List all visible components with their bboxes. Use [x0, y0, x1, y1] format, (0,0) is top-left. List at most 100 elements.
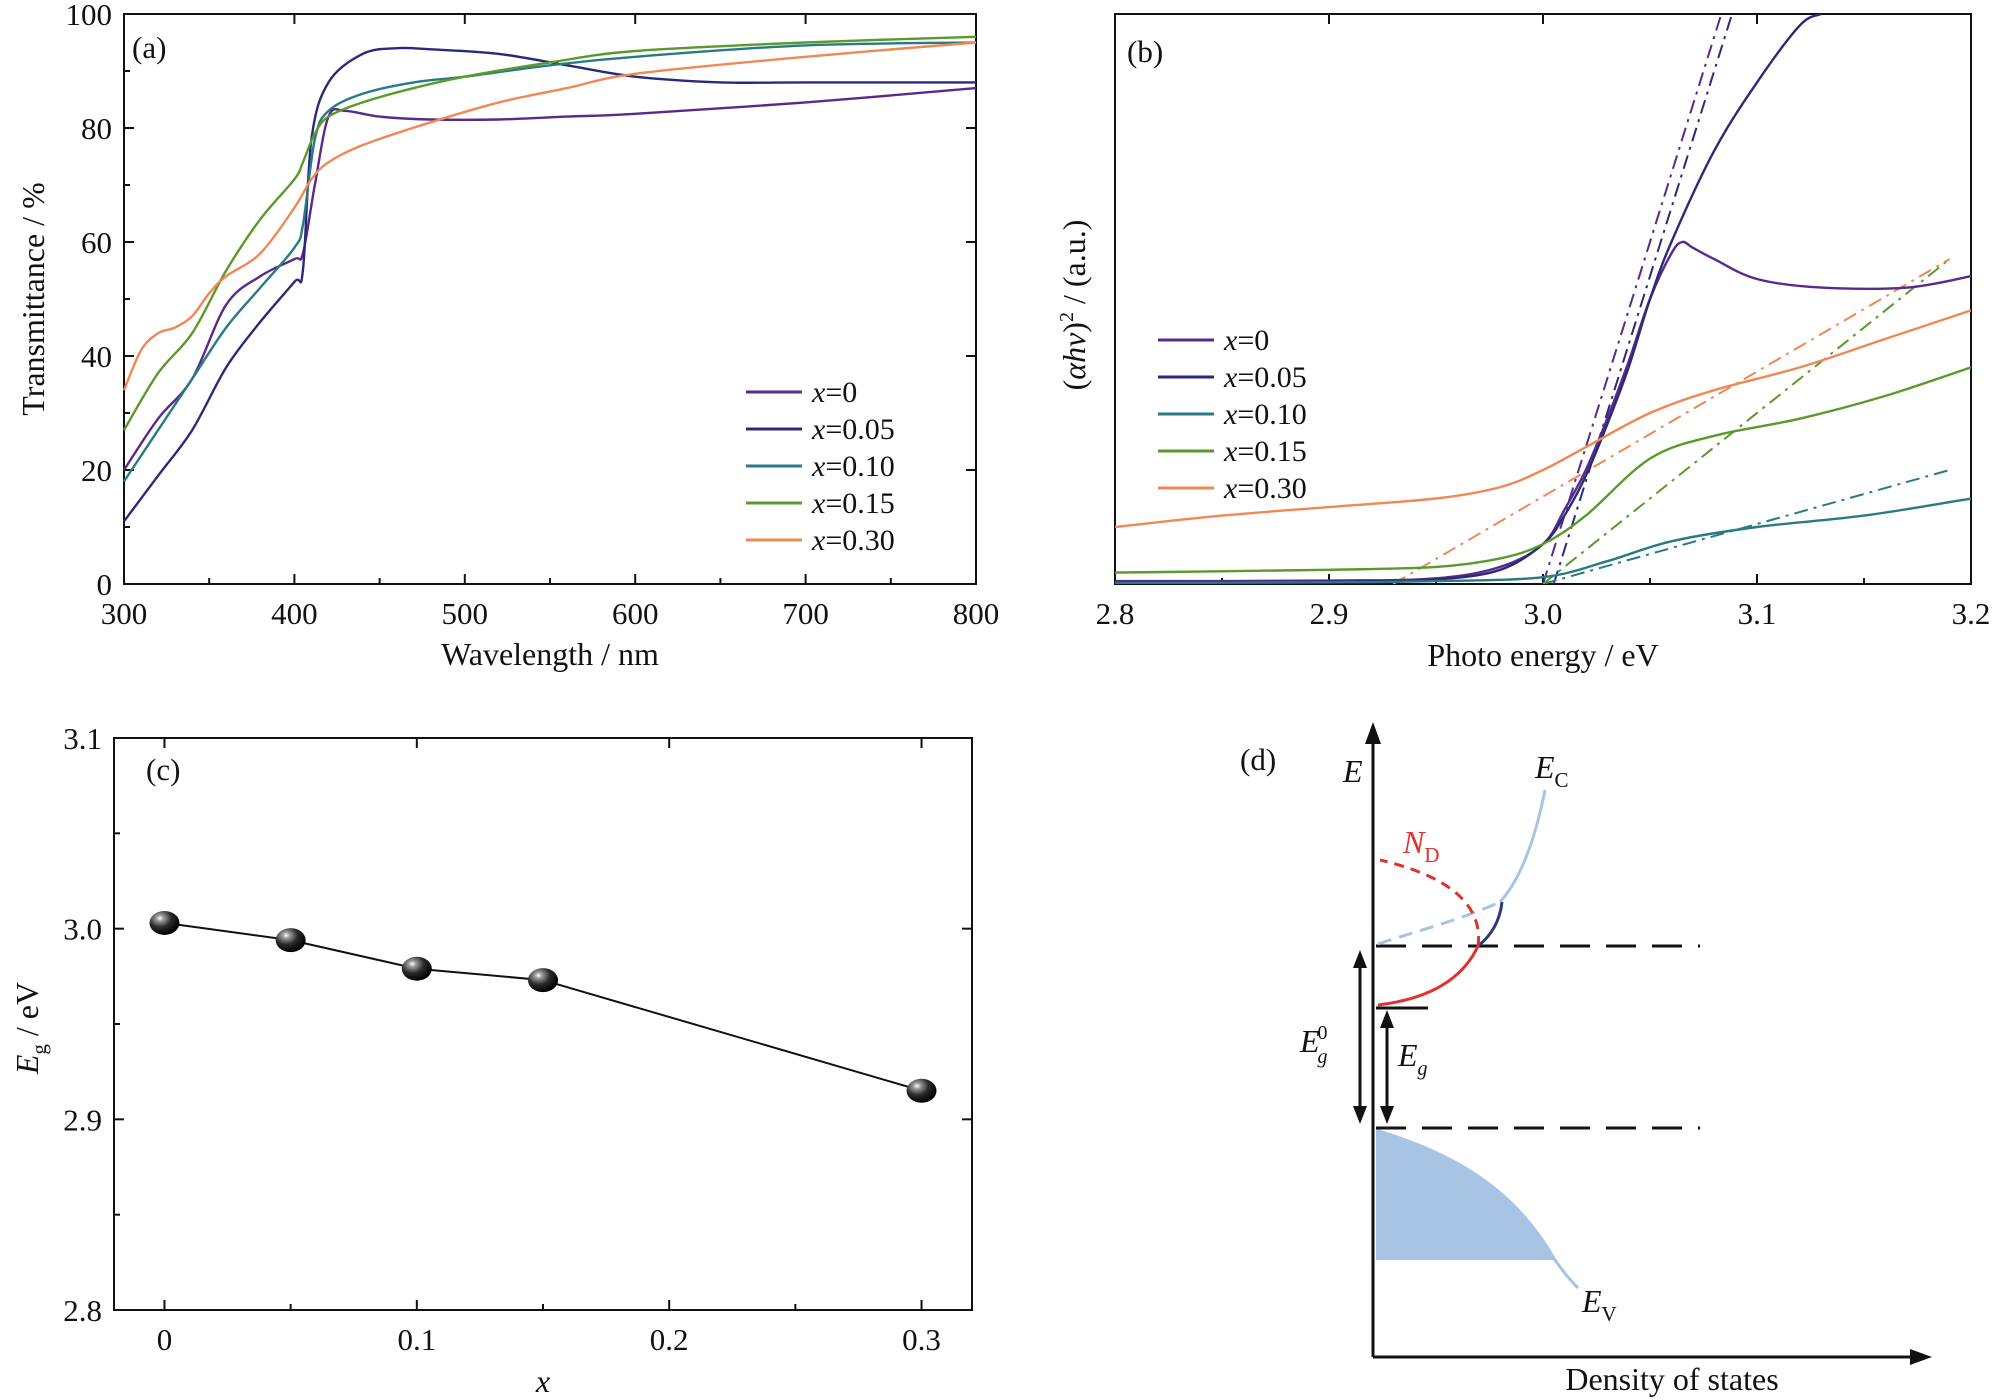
panel-a-y-tick-label: 60 [81, 225, 112, 260]
panel-a-ticks: 300 400 500 600 700 800 0 20 40 60 80 100 [66, 0, 1000, 631]
panel-b-series-line [1115, 14, 1822, 584]
panel-c-x-axis-label: x [535, 1363, 550, 1399]
panel-c-x-tick-label: 0 [157, 1322, 173, 1357]
donor-states-label: ND [1402, 824, 1440, 867]
panel-c-data [149, 910, 937, 1103]
panel-a-transmittance-chart: 300 400 500 600 700 800 0 20 40 60 80 100 (a) Wavel… [15, 0, 999, 672]
donor-states-dashed-curve [1379, 858, 1481, 947]
panel-b-legend: x=0 x=0.05 x=0.10 x=0.15 x=0.30 [1158, 324, 1307, 505]
valence-band-label: EV [1581, 1283, 1617, 1326]
panel-a-label: (a) [132, 30, 166, 65]
panel-c-data-point [401, 956, 432, 981]
valence-band-edge [1375, 1128, 1580, 1290]
energy-axis-label: E [1342, 753, 1363, 789]
panel-b-legend-label: x=0 [1223, 324, 1269, 357]
conduction-band-curve [1498, 789, 1547, 904]
panel-a-series-line [122, 35, 977, 431]
panel-c-bandgap-chart: 0 0.1 0.2 0.3 2.8 2.9 3.0 3.1 (c) x Eg / eV [9, 721, 973, 1399]
panel-c-plot-frame [113, 737, 973, 1311]
donor-states-curve [1377, 945, 1480, 1007]
panel-c-y-tick-label: 3.1 [63, 721, 102, 756]
panel-b-x-tick-label: 3.2 [1952, 596, 1991, 631]
panel-b-series-lines [1115, 14, 1971, 584]
conduction-band-dashed-curve [1377, 900, 1501, 946]
panel-c-y-axis-label: Eg / eV [9, 982, 51, 1075]
panel-b-series-line [1115, 366, 1971, 574]
panel-b-legend-label: x=0.15 [1223, 435, 1307, 468]
panel-c-x-tick-label: 0.2 [650, 1322, 689, 1357]
dos-axis-arrowhead [1910, 1349, 1932, 1365]
panel-b-x-axis-label: Photo energy / eV [1427, 637, 1658, 673]
panel-a-series-line [122, 41, 977, 483]
panel-a-x-tick-label: 500 [442, 596, 489, 631]
panel-a-y-axis-label: Transmittance / % [15, 182, 51, 415]
panel-c-data-point [528, 968, 558, 993]
panel-a-x-tick-label: 300 [101, 596, 148, 631]
panel-c-y-tick-label: 2.9 [63, 1102, 102, 1137]
panel-b-y-axis-label: (αhν)2 / (a.u.) [1056, 220, 1092, 391]
gap-arrow-down [1380, 1106, 1394, 1124]
panel-a-x-axis-label: Wavelength / nm [441, 636, 659, 672]
panel-c-x-tick-label: 0.1 [397, 1322, 436, 1357]
panel-b-legend-label: x=0.30 [1223, 472, 1307, 505]
gap0-arrow-down [1353, 1106, 1367, 1124]
panel-b-tangent-line [1552, 14, 1734, 584]
panel-b-tangent-line [1542, 258, 1951, 584]
panel-a-x-tick-label: 600 [612, 596, 659, 631]
panel-d-label: (d) [1240, 742, 1276, 777]
conduction-band-edge-segment [1477, 901, 1504, 948]
panel-c-label: (c) [146, 752, 180, 787]
panel-b-legend-label: x=0.05 [1223, 361, 1307, 394]
panel-b-tauc-plot: 2.8 2.9 3.0 3.1 3.2 (b) Photo energy / eV (α… [1056, 13, 1991, 673]
panel-c-connecting-line [164, 921, 922, 1092]
panel-b-tangent-line [1392, 258, 1951, 584]
panel-b-x-tick-label: 3.1 [1738, 596, 1777, 631]
panel-c-data-point [149, 910, 180, 935]
conduction-band-label: EC [1534, 749, 1569, 792]
panel-c-data-point [906, 1078, 937, 1103]
gap-arrow-up [1380, 1010, 1394, 1028]
panel-a-x-tick-label: 800 [953, 596, 1000, 631]
panel-b-ticks: 2.8 2.9 3.0 3.1 3.2 [1096, 14, 1991, 631]
panel-a-legend-label: x=0.10 [811, 450, 895, 483]
panel-b-x-tick-label: 3.0 [1524, 596, 1563, 631]
panel-c-data-point [275, 928, 306, 953]
panel-b-series-line [1115, 497, 1971, 584]
panel-b-tangent-line [1542, 14, 1723, 584]
panel-b-x-tick-label: 2.8 [1096, 596, 1135, 631]
panel-b-x-tick-label: 2.9 [1310, 596, 1349, 631]
panel-a-legend-label: x=0.15 [811, 487, 895, 520]
panel-b-label: (b) [1127, 34, 1163, 69]
dos-axis-label: Density of states [1565, 1361, 1778, 1397]
panel-a-series-lines [122, 35, 977, 523]
gap0-arrow-up [1353, 950, 1367, 968]
panel-a-legend-label: x=0 [811, 376, 857, 409]
panel-c-ticks: 0 0.1 0.2 0.3 2.8 2.9 3.0 3.1 [63, 721, 972, 1357]
panel-b-series-line [1115, 309, 1971, 529]
panel-c-y-tick-label: 3.0 [63, 912, 102, 947]
panel-a-series-line [122, 41, 977, 391]
panel-a-legend-label: x=0.05 [811, 413, 895, 446]
panel-a-y-tick-label: 0 [97, 567, 113, 602]
panel-b-tangent-line [1542, 469, 1950, 584]
energy-axis-arrowhead [1365, 722, 1381, 744]
valence-band-fill [1376, 1130, 1555, 1260]
panel-a-y-tick-label: 100 [66, 0, 113, 32]
gap-label: Eg [1397, 1037, 1428, 1080]
panel-a-y-tick-label: 80 [81, 111, 112, 146]
panel-a-series-line [122, 86, 977, 471]
panel-a-series-line [123, 46, 976, 523]
panel-a-x-tick-label: 700 [782, 596, 829, 631]
panel-d-band-diagram: (d) E Density of states Eg0 Eg EC E [1240, 722, 1932, 1397]
gap0-label: Eg0 [1299, 1022, 1328, 1068]
panel-b-legend-label: x=0.10 [1223, 398, 1307, 431]
panel-a-y-tick-label: 20 [81, 453, 112, 488]
panel-a-y-tick-label: 40 [81, 339, 112, 374]
panel-c-y-tick-label: 2.8 [63, 1293, 102, 1328]
panel-b-tangent-lines [1392, 14, 1951, 584]
panel-a-legend: x=0 x=0.05 x=0.10 x=0.15 x=0.30 [746, 376, 895, 557]
panel-a-legend-label: x=0.30 [811, 524, 895, 557]
panel-c-x-tick-label: 0.3 [902, 1322, 941, 1357]
panel-a-x-tick-label: 400 [271, 596, 318, 631]
